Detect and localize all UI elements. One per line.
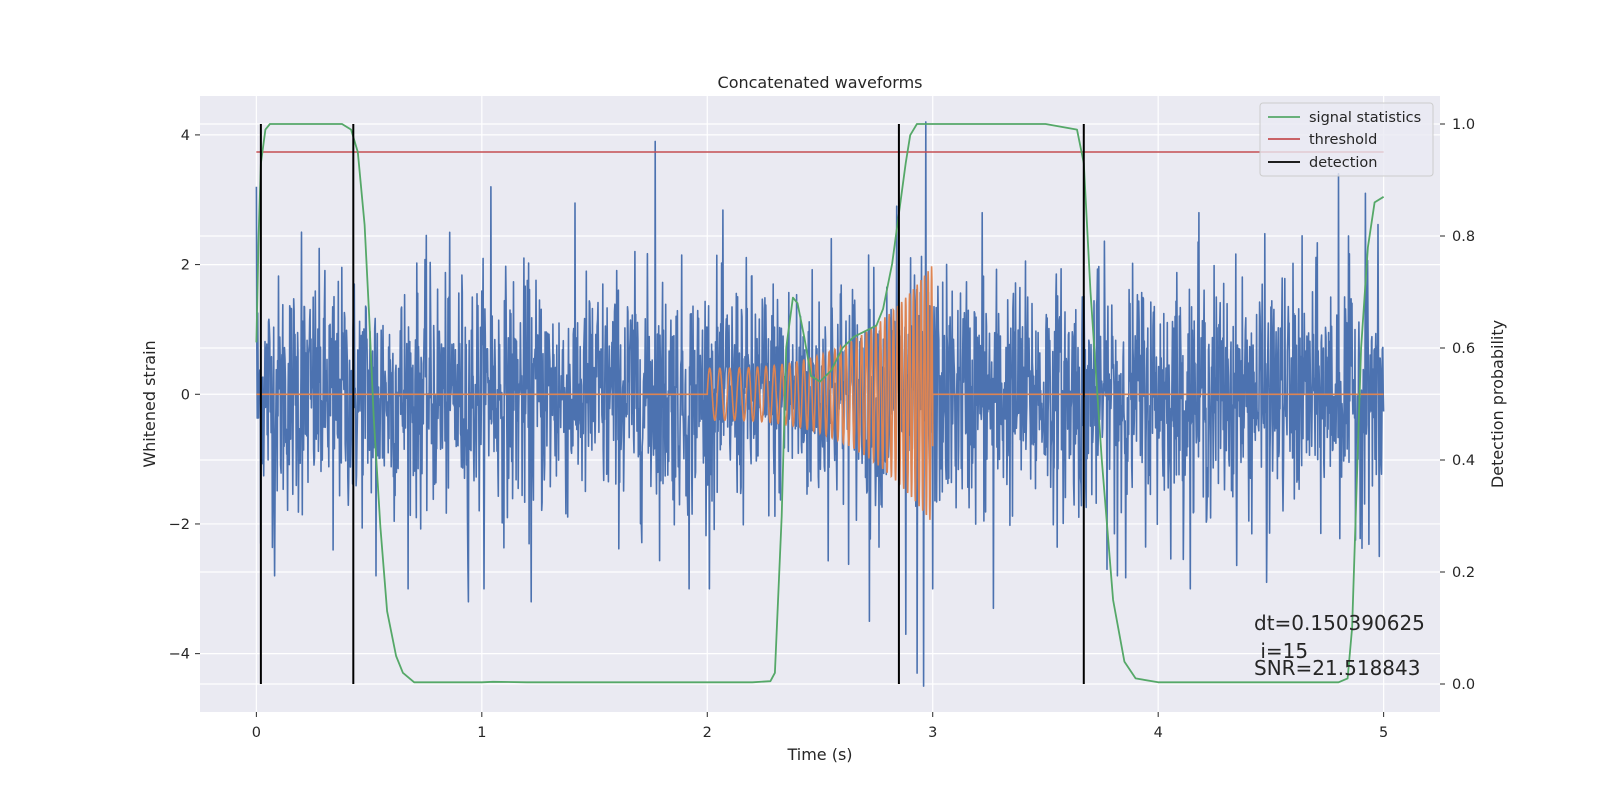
detection-series [259, 124, 1085, 684]
injection-series [256, 266, 1384, 520]
legend-label-signal: signal statistics [1309, 110, 1421, 126]
x-tick-label: 3 [928, 725, 937, 741]
y2-tick-label: 0.4 [1452, 453, 1475, 469]
annotations: dt=0.150390625 i=15 SNR=21.518843 [1254, 611, 1425, 680]
y2-axis-label: Detection probability [1488, 320, 1507, 488]
annotation-dt: dt=0.150390625 [1254, 611, 1425, 635]
x-tick-label: 2 [703, 725, 712, 741]
y-axis-label: Whitened strain [140, 340, 159, 467]
x-tick-label: 0 [252, 725, 261, 741]
y-axis-ticks: −4 −2 0 2 4 [169, 128, 200, 663]
x-tick-label: 5 [1379, 725, 1388, 741]
chart-title: Concatenated waveforms [718, 73, 923, 92]
injection-line [256, 266, 1384, 520]
y-tick-label: 2 [181, 258, 190, 274]
legend-label-detection: detection [1309, 155, 1377, 171]
y2-tick-label: 0.8 [1452, 229, 1475, 245]
y-tick-label: 4 [181, 128, 190, 144]
strain-line [255, 121, 1385, 687]
x-axis-ticks: 0 1 2 3 4 5 [252, 712, 1388, 741]
x-axis-label: Time (s) [786, 745, 852, 764]
legend-label-threshold: threshold [1309, 132, 1377, 148]
y-tick-label: −2 [169, 517, 190, 533]
signal-statistics-series [255, 123, 1385, 684]
legend: signal statistics threshold detection [1259, 102, 1434, 177]
x-tick-label: 4 [1154, 725, 1163, 741]
y-tick-label: −4 [169, 647, 190, 663]
strain-series [255, 121, 1385, 687]
annotation-snr: SNR=21.518843 [1254, 656, 1420, 680]
y2-axis-ticks: 0.0 0.2 0.4 0.6 0.8 1.0 [1440, 117, 1475, 693]
y2-tick-label: 0.0 [1452, 677, 1475, 693]
y2-tick-label: 0.6 [1452, 341, 1475, 357]
y2-tick-label: 0.2 [1452, 565, 1475, 581]
x-tick-label: 1 [477, 725, 486, 741]
y-tick-label: 0 [181, 387, 190, 403]
annotation-i: i=15 [1254, 639, 1308, 663]
y2-tick-label: 1.0 [1452, 117, 1475, 133]
legend-box [1259, 102, 1434, 177]
signal-statistics-line [255, 123, 1385, 684]
